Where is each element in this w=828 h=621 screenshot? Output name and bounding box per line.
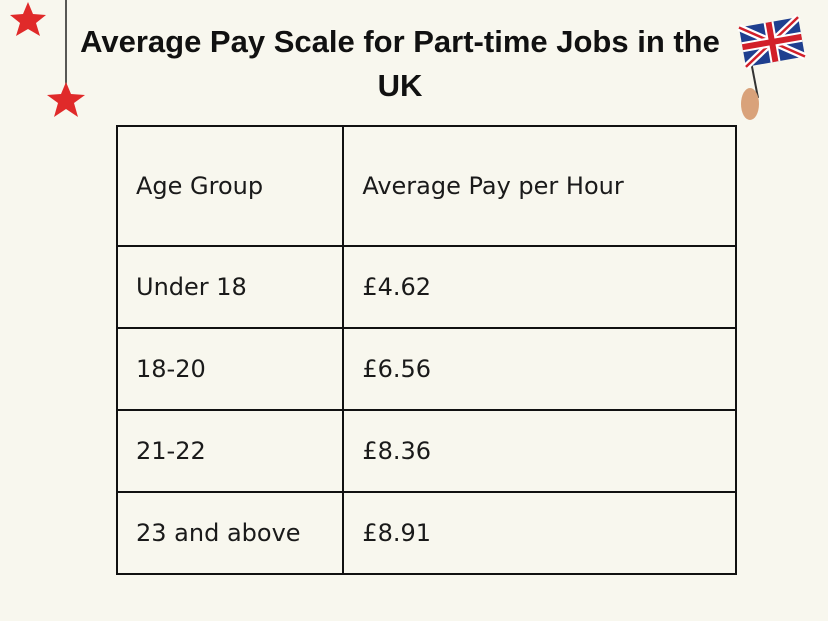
- header-cell: Average Pay per Hour: [342, 125, 737, 247]
- table-row: 18-20 £6.56: [115, 327, 737, 411]
- title: Average Pay Scale for Part-time Jobs in …: [80, 24, 720, 103]
- table-cell: £6.56: [342, 327, 737, 411]
- table-row: 21-22 £8.36: [115, 409, 737, 493]
- table-cell: £8.91: [342, 491, 737, 575]
- table-cell: Under 18: [115, 245, 345, 329]
- table-cell: 18-20: [115, 327, 345, 411]
- table-cell: £8.36: [342, 409, 737, 493]
- star: [10, 2, 46, 36]
- table-row: 23 and above £8.91: [115, 491, 737, 575]
- uk-flag: [737, 14, 807, 120]
- table-row: Under 18 £4.62: [115, 245, 737, 329]
- header-cell: Age Group: [115, 125, 345, 247]
- table-body: Under 18 £4.62 18-20 £6.56 21-22 £8.36 23 and …: [115, 245, 737, 575]
- table-cell: £4.62: [342, 245, 737, 329]
- star: [47, 82, 85, 117]
- table-cell: 21-22: [115, 409, 345, 493]
- table-cell: 23 and above: [115, 491, 345, 575]
- header-row: Age Group Average Pay per Hour: [115, 125, 737, 247]
- pay-table: Age Group Average Pay per Hour Under 18 £…: [115, 125, 737, 575]
